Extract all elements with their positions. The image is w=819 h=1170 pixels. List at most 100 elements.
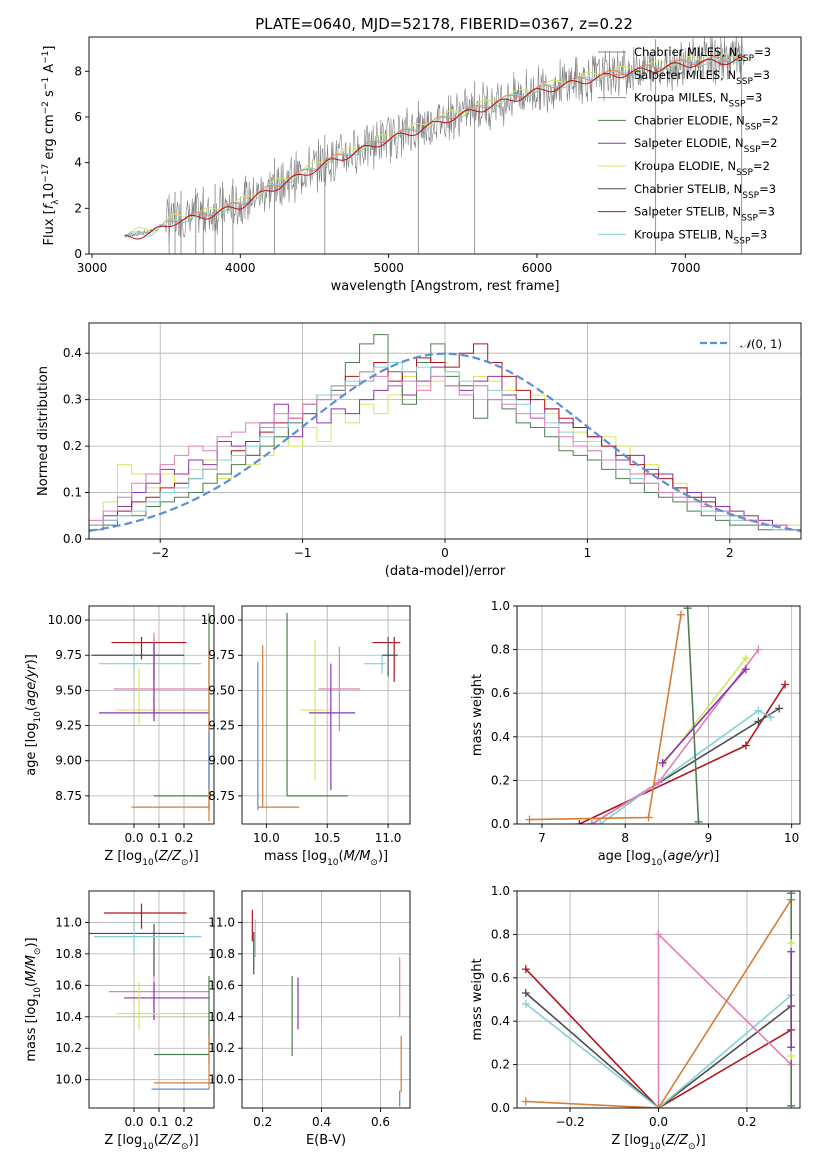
mass-vs-EBV-panel: 0.2 0.4 0.6 10.0 10.2 10.4 10.6 10.8 11.0 E(B-V) [208,890,411,1148]
plot-area [525,606,790,824]
weight-marker [658,758,667,767]
y-tick-label: 6 [74,110,82,124]
histogram-step [89,375,801,539]
mass-vs-Z-panel: 0.0 0.1 0.2 10.0 10.2 10.4 10.6 10.8 11.0 Z [log1… [24,890,215,1152]
plot-area [89,903,210,1090]
axes-frame [88,605,215,825]
weight-marker [521,988,530,997]
y-tick-label: 10.4 [208,1010,235,1024]
weight-marker [521,999,530,1008]
legend-label: 𝒩(0, 1) [740,337,782,351]
weight-line [599,709,772,824]
weight-marker [754,645,763,654]
x-tick-label: 0.0 [124,831,143,845]
weight-marker [521,1097,530,1106]
x-tick-label: 0.1 [149,831,168,845]
plot-area [521,891,796,1108]
x-tick-label: 7000 [670,261,701,275]
weight-marker [787,939,796,948]
weight-line [525,968,792,1108]
y-tick-label: 11.0 [55,915,82,929]
y-tick-label: 0.0 [491,817,510,831]
x-tick-label: 10.0 [253,831,280,845]
y-tick-label: 10.6 [55,978,82,992]
weight-line [579,684,786,824]
weight-line [686,608,700,822]
x-tick-label: 7 [538,831,546,845]
y-tick-label: 0.8 [491,927,510,941]
y-tick-label: 0.1 [63,486,82,500]
x-tick-label: 0.6 [371,1115,390,1129]
weight-marker [787,1051,796,1060]
figure-title: PLATE=0640, MJD=52178, FIBERID=0367, z=0… [255,15,633,33]
x-axis-label: wavelength [Angstrom, rest frame] [331,279,560,294]
y-tick-label: 0.2 [491,773,510,787]
x-tick-label: 1 [584,546,592,560]
weight-marker [787,947,796,956]
y-tick-label: 0.4 [491,730,510,744]
y-tick-label: 8.75 [208,789,235,803]
weight-marker [654,930,663,939]
y-axis-label: Normed distribution [36,366,51,496]
weight-marker [676,610,685,619]
plot-area [91,613,210,822]
weight-line [662,668,747,764]
plot-area [257,613,401,810]
age-vs-mass-panel: 10.0 10.5 11.0 8.75 9.00 9.25 9.50 9.75 10.00 mas… [201,605,411,868]
y-tick-label: 10.00 [48,613,82,627]
legend-label: Chabrier ELODIE, NSSP=2 [634,113,779,132]
weight-marker [683,606,692,613]
y-tick-label: 9.00 [208,754,235,768]
x-axis-label: age [log10(age/yr)] [598,849,720,868]
weight-marker [741,741,750,750]
x-tick-label: 10 [784,831,799,845]
y-tick-label: 9.50 [55,683,82,697]
weight-marker [741,654,750,663]
weight-line [525,899,792,1108]
y-tick-label: 0.3 [63,393,82,407]
spectrum-model-line [124,56,745,240]
weight-marker [694,817,703,824]
weight-marker [754,717,763,726]
y-tick-label: 2 [74,201,82,215]
x-axis-label: (data-model)/error [385,564,506,579]
axes-frame [516,605,801,825]
age-vs-Z-panel: 0.0 0.1 0.2 8.75 9.00 9.25 9.50 9.75 10.00 Z [log… [24,605,215,868]
x-axis-label: Z [log10(Z/Z⊙)] [104,849,198,868]
x-axis-label: E(B-V) [306,1133,346,1148]
weight-marker [644,813,653,822]
legend-label: Kroupa STELIB, NSSP=3 [634,227,767,246]
y-tick-label: 0.2 [491,1058,510,1072]
x-tick-label: 10.5 [314,831,341,845]
axes-frame [88,36,802,255]
y-tick-label: 11.0 [208,915,235,929]
x-tick-label: 9 [705,831,713,845]
y-tick-label: 10.8 [208,947,235,961]
y-tick-label: 0.0 [63,532,82,546]
legend-label: Salpeter STELIB, NSSP=3 [634,205,775,224]
y-axis-label: mass weight [470,958,485,1040]
x-axis-label: mass [log10(M/M⊙)] [264,849,388,868]
x-tick-label: −0.2 [555,1115,584,1129]
y-tick-label: 10.00 [201,613,235,627]
legend-label: Salpeter MILES, NSSP=3 [634,68,770,87]
weight-marker [521,965,530,974]
weight-marker [781,680,790,689]
weight-marker [787,1101,796,1108]
y-tick-label: 0.6 [491,686,510,700]
y-tick-label: 10.2 [55,1041,82,1055]
y-tick-label: 10.4 [55,1010,82,1024]
y-tick-label: 9.75 [55,648,82,662]
plot-area [89,334,801,539]
weight-marker [587,820,596,824]
y-tick-label: 0.0 [491,1101,510,1115]
histogram-step [89,334,801,539]
x-tick-label: 4000 [225,261,256,275]
legend-label: Kroupa ELODIE, NSSP=2 [634,159,770,178]
y-tick-label: 0.4 [491,1014,510,1028]
mass-weight-vs-age-panel: 7 8 9 10 0.0 0.2 0.4 0.6 0.8 1.0 age [log10(age/yr… [470,599,801,868]
x-tick-label: 2 [726,546,734,560]
x-tick-label: 6000 [522,261,553,275]
weight-marker [654,1104,663,1108]
legend-label: Chabrier STELIB, NSSP=3 [634,182,776,201]
